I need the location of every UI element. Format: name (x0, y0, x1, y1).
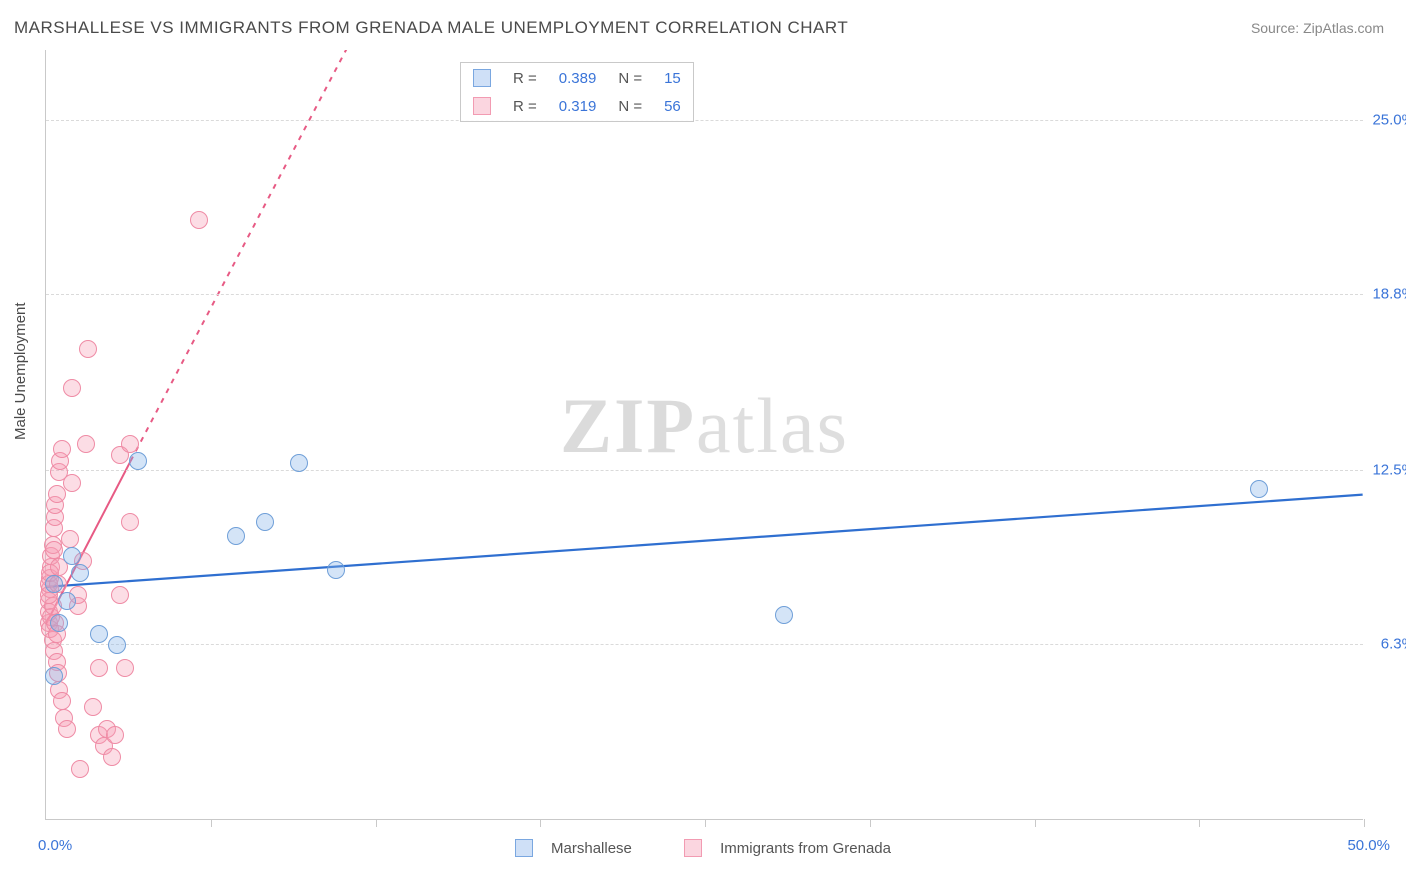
y-axis-title: Male Unemployment (12, 302, 29, 440)
data-point (50, 614, 68, 632)
r-label-0: R = (503, 65, 547, 91)
r-value-1: 0.319 (549, 93, 607, 119)
data-point (121, 513, 139, 531)
trend-line (46, 495, 1362, 587)
chart-title: MARSHALLESE VS IMMIGRANTS FROM GRENADA M… (14, 18, 848, 38)
y-tick-label: 25.0% (1372, 112, 1406, 129)
swatch-blue-icon (515, 839, 533, 857)
data-point (103, 748, 121, 766)
data-point (129, 452, 147, 470)
data-point (63, 547, 81, 565)
legend-label-0: Marshallese (551, 840, 632, 857)
x-tick (705, 819, 706, 827)
legend-label-1: Immigrants from Grenada (720, 840, 891, 857)
x-tick (1364, 819, 1365, 827)
data-point (775, 606, 793, 624)
gridline (46, 644, 1363, 645)
n-value-1: 56 (654, 93, 691, 119)
data-point (190, 211, 208, 229)
data-point (90, 659, 108, 677)
data-point (1250, 480, 1268, 498)
data-point (256, 513, 274, 531)
data-point (106, 726, 124, 744)
data-point (48, 485, 66, 503)
gridline (46, 294, 1363, 295)
x-tick (870, 819, 871, 827)
gridline (46, 470, 1363, 471)
y-tick-label: 12.5% (1372, 462, 1406, 479)
watermark-bold: ZIP (560, 382, 696, 469)
data-point (77, 435, 95, 453)
y-tick-label: 18.8% (1372, 285, 1406, 302)
swatch-pink-icon (684, 839, 702, 857)
data-point (108, 636, 126, 654)
watermark: ZIPatlas (560, 381, 849, 471)
x-tick (211, 819, 212, 827)
swatch-blue-icon (473, 69, 491, 87)
data-point (63, 379, 81, 397)
data-point (63, 474, 81, 492)
swatch-pink-icon (473, 97, 491, 115)
x-tick (376, 819, 377, 827)
y-tick-label: 6.3% (1381, 635, 1406, 652)
n-label-0: N = (608, 65, 652, 91)
watermark-thin: atlas (696, 382, 849, 469)
x-tick (540, 819, 541, 827)
plot-area: ZIPatlas 6.3%12.5%18.8%25.0% (45, 50, 1363, 820)
data-point (61, 530, 79, 548)
n-label-1: N = (608, 93, 652, 119)
data-point (111, 586, 129, 604)
trend-lines-svg (46, 50, 1363, 819)
data-point (45, 667, 63, 685)
data-point (290, 454, 308, 472)
stats-legend: R = 0.389 N = 15 R = 0.319 N = 56 (460, 62, 694, 122)
data-point (71, 760, 89, 778)
data-point (227, 527, 245, 545)
data-point (84, 698, 102, 716)
data-point (71, 564, 89, 582)
source-label: Source: ZipAtlas.com (1251, 20, 1384, 36)
series-legend: Marshallese Immigrants from Grenada (0, 840, 1406, 858)
r-label-1: R = (503, 93, 547, 119)
data-point (116, 659, 134, 677)
data-point (121, 435, 139, 453)
legend-item-1: Immigrants from Grenada (672, 840, 903, 857)
x-tick (1035, 819, 1036, 827)
data-point (53, 440, 71, 458)
data-point (53, 692, 71, 710)
stats-row-blue: R = 0.389 N = 15 (463, 65, 691, 91)
data-point (79, 340, 97, 358)
gridline (46, 120, 1363, 121)
data-point (58, 592, 76, 610)
r-value-0: 0.389 (549, 65, 607, 91)
data-point (90, 625, 108, 643)
legend-item-0: Marshallese (503, 840, 644, 857)
stats-row-pink: R = 0.319 N = 56 (463, 93, 691, 119)
data-point (58, 720, 76, 738)
data-point (327, 561, 345, 579)
x-tick (1199, 819, 1200, 827)
data-point (45, 575, 63, 593)
chart-root: MARSHALLESE VS IMMIGRANTS FROM GRENADA M… (0, 0, 1406, 892)
trend-line (131, 50, 442, 461)
data-point (45, 541, 63, 559)
n-value-0: 15 (654, 65, 691, 91)
